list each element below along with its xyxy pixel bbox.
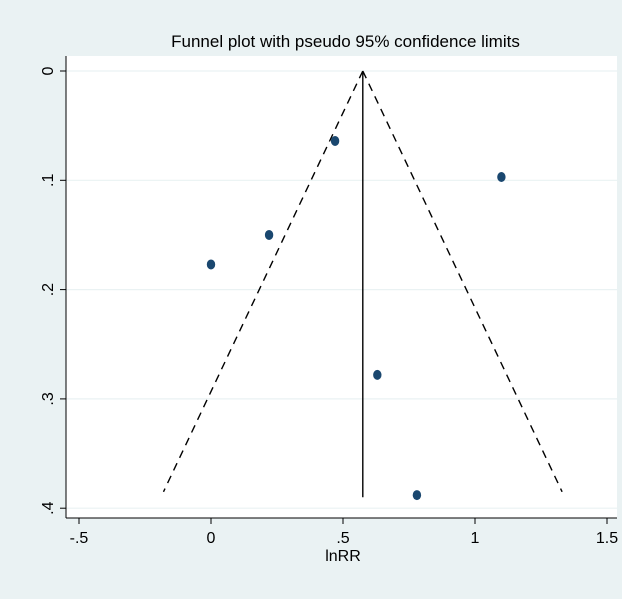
data-point [206, 259, 216, 270]
funnel-limits [162, 70, 563, 498]
x-tick-label: .5 [336, 530, 349, 547]
x-tick-label: 1.5 [596, 530, 618, 547]
x-tick-label: 0 [207, 530, 216, 547]
grid-lines [66, 70, 617, 509]
x-tick-label: -.5 [70, 530, 89, 547]
data-point [412, 490, 422, 501]
y-tick-label: 0 [40, 66, 57, 75]
y-tick-label: .2 [40, 283, 57, 296]
data-points [206, 135, 506, 501]
y-tick-label: .1 [40, 174, 57, 187]
axes: -.5 0 .5 1 1.5 0 .1 .2 .3 .4 [40, 56, 618, 547]
x-axis-title: lnRR [325, 548, 361, 565]
data-point [330, 135, 340, 146]
plot-area [66, 56, 617, 518]
chart-title: Funnel plot with pseudo 95% confidence l… [171, 32, 520, 51]
y-tick-label: .3 [40, 392, 57, 405]
y-tick-label: .4 [40, 501, 57, 514]
data-point [264, 229, 274, 240]
data-point [497, 172, 506, 183]
data-point [373, 369, 382, 380]
x-tick-label: 1 [471, 530, 480, 547]
left-confidence-limit [162, 70, 364, 493]
right-confidence-limit [362, 70, 563, 493]
